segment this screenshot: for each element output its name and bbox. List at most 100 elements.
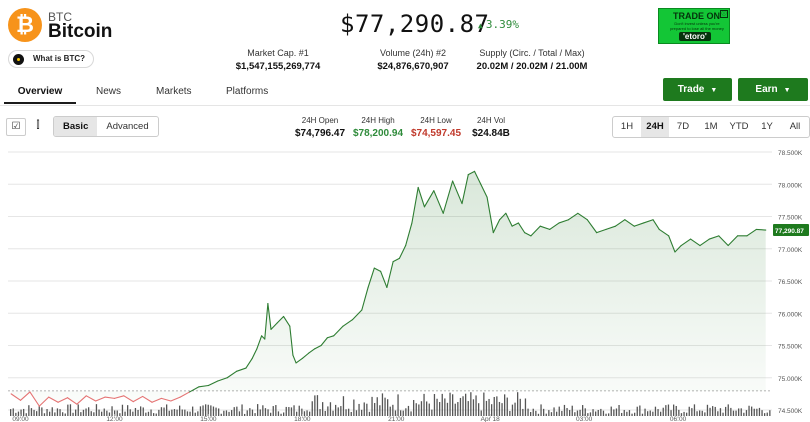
bitcoin-logo-icon: ₿	[8, 8, 42, 42]
volume-bar	[121, 404, 124, 416]
volume-bar	[150, 409, 152, 416]
tab-overview[interactable]: Overview	[4, 82, 76, 104]
volume-bar	[558, 406, 560, 416]
volume-bar	[569, 410, 571, 416]
y-tick-label: 76.000K	[778, 311, 803, 318]
ad-info-icon[interactable]: ⓘ	[720, 10, 728, 18]
volume-bar	[160, 407, 163, 416]
volume-bar	[254, 413, 256, 416]
volume-bar	[725, 406, 727, 416]
mode-basic-button[interactable]: Basic	[54, 117, 98, 136]
volume-bar	[688, 406, 690, 416]
volume-bar	[114, 410, 116, 416]
x-tick-label: 09:00	[12, 416, 29, 422]
price-line-segment	[104, 396, 116, 399]
volume-bar	[509, 410, 511, 416]
volume-bar	[740, 408, 742, 416]
candlestick-icon[interactable]: ⫿	[36, 120, 40, 131]
volume-bar	[384, 397, 386, 416]
mode-advanced-button[interactable]: Advanced	[106, 121, 149, 132]
price-line-segment	[699, 238, 710, 247]
day-stat-value: $78,200.94	[352, 128, 404, 139]
price-line-segment	[170, 396, 181, 402]
range-1h[interactable]: 1H	[620, 121, 634, 132]
earn-label: Earn	[755, 84, 778, 95]
volume-bar	[241, 404, 243, 416]
range-all[interactable]: All	[789, 121, 801, 132]
volume-bar	[748, 405, 750, 416]
price-area	[11, 171, 766, 407]
volume-bar	[293, 405, 295, 416]
price-line-segment	[549, 222, 560, 230]
x-tick-label: 21:00	[388, 416, 405, 422]
etoro-ad-banner[interactable]: TRADE ON Don't invest unless you're prep…	[658, 8, 730, 44]
range-1y[interactable]: 1Y	[761, 121, 773, 132]
volume-bar	[306, 410, 308, 416]
tab-news[interactable]: News	[96, 86, 122, 97]
day-stat-label: 24H Low	[420, 116, 452, 125]
volume-bar	[657, 409, 659, 416]
volume-bar	[277, 411, 280, 416]
day-stat-label: 24H Open	[301, 116, 339, 125]
volume-bar	[12, 408, 14, 416]
volume-bar	[392, 404, 394, 416]
volume-bar	[218, 408, 220, 416]
volume-bar	[350, 411, 352, 416]
price-line-segment	[19, 391, 31, 401]
earn-button[interactable]: Earn ▼	[738, 78, 808, 101]
volume-bar	[589, 412, 592, 416]
volume-bar	[205, 404, 207, 416]
price-line-segment	[461, 174, 469, 205]
tab-platforms[interactable]: Platforms	[226, 86, 269, 97]
range-7d[interactable]: 7D	[676, 121, 690, 132]
volume-bar	[644, 408, 646, 416]
volume-bar	[228, 411, 230, 416]
volume-bar	[379, 405, 381, 416]
tab-markets[interactable]: Markets	[156, 86, 192, 97]
price-line-segment	[492, 219, 501, 234]
volume-bar	[608, 413, 610, 416]
line-chart-icon[interactable]: ☑	[6, 118, 26, 136]
volume-bar	[111, 406, 113, 416]
volume-bar	[283, 412, 285, 416]
x-tick-label: 06:00	[670, 416, 687, 422]
what-is-btc-button[interactable]: What is BTC?	[8, 50, 94, 68]
volume-bar	[535, 410, 537, 416]
volume-bar	[719, 408, 722, 416]
volume-bar	[433, 394, 436, 416]
volume-bar	[602, 410, 605, 416]
coin-name: Bitcoin	[48, 21, 113, 42]
volume-bar	[95, 404, 98, 416]
what-is-label: What is BTC?	[33, 54, 85, 63]
volume-bar	[753, 408, 755, 416]
volume-bar	[641, 413, 644, 416]
volume-bar	[41, 407, 43, 416]
volume-bar	[548, 410, 550, 416]
volume-bar	[478, 403, 480, 416]
volume-bar	[246, 410, 248, 416]
trade-button[interactable]: Trade ▼	[663, 78, 732, 101]
info-icon	[13, 54, 24, 65]
price-line-segment	[236, 367, 247, 372]
volume-bar	[28, 405, 30, 416]
volume-bar	[46, 409, 48, 416]
volume-bar	[236, 406, 238, 416]
volume-bar	[316, 395, 319, 416]
range-1m[interactable]: 1M	[704, 121, 718, 132]
price-line-segment	[276, 315, 285, 324]
volume-bar	[207, 404, 209, 416]
volume-bar	[329, 402, 332, 416]
volume-bar	[418, 404, 420, 416]
volume-bar	[537, 413, 540, 416]
volume-bar	[25, 413, 27, 416]
range-ytd[interactable]: YTD	[729, 121, 749, 132]
price-line-segment	[207, 380, 219, 387]
volume-bar	[498, 401, 501, 416]
volume-bar	[576, 410, 579, 416]
volume-bar	[166, 404, 168, 416]
price-chart[interactable]: 78.500K 78.000K 77.500K 77.000K 76.500K 76.00…	[0, 145, 810, 422]
volume-bar	[30, 408, 33, 416]
range-24h[interactable]: 24H	[641, 117, 669, 137]
volume-bar	[80, 412, 82, 416]
volume-bar	[142, 407, 144, 416]
